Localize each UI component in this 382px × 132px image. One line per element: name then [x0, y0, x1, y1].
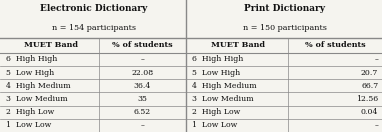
- Text: n = 150 participants: n = 150 participants: [243, 24, 327, 32]
- Text: 3  Low Medium: 3 Low Medium: [6, 95, 67, 103]
- Text: 6  High High: 6 High High: [6, 55, 57, 63]
- Text: 4  High Medium: 4 High Medium: [6, 82, 70, 90]
- Text: % of students: % of students: [112, 41, 173, 49]
- Text: n = 154 participants: n = 154 participants: [52, 24, 136, 32]
- Text: 36.4: 36.4: [134, 82, 151, 90]
- Text: Electronic Dictionary: Electronic Dictionary: [40, 4, 147, 13]
- Text: 66.7: 66.7: [361, 82, 378, 90]
- Text: –: –: [374, 121, 378, 129]
- Text: 3  Low Medium: 3 Low Medium: [192, 95, 253, 103]
- Text: 4  High Medium: 4 High Medium: [192, 82, 256, 90]
- Text: 1  Low Low: 1 Low Low: [6, 121, 51, 129]
- Text: 12.56: 12.56: [356, 95, 378, 103]
- Text: 1  Low Low: 1 Low Low: [192, 121, 237, 129]
- Text: 5  Low High: 5 Low High: [192, 69, 240, 77]
- Text: Print Dictionary: Print Dictionary: [244, 4, 325, 13]
- Text: 5  Low High: 5 Low High: [6, 69, 54, 77]
- Text: –: –: [140, 121, 144, 129]
- Text: –: –: [140, 55, 144, 63]
- Text: 0.04: 0.04: [361, 108, 378, 116]
- Text: –: –: [374, 55, 378, 63]
- Text: 2  High Low: 2 High Low: [192, 108, 240, 116]
- Text: 22.08: 22.08: [131, 69, 153, 77]
- Text: 35: 35: [138, 95, 147, 103]
- Text: 2  High Low: 2 High Low: [6, 108, 54, 116]
- Text: % of students: % of students: [305, 41, 366, 49]
- Text: MUET Band: MUET Band: [210, 41, 265, 49]
- Text: 6  High High: 6 High High: [192, 55, 243, 63]
- Text: 20.7: 20.7: [361, 69, 378, 77]
- Text: 6.52: 6.52: [134, 108, 151, 116]
- Text: MUET Band: MUET Band: [24, 41, 78, 49]
